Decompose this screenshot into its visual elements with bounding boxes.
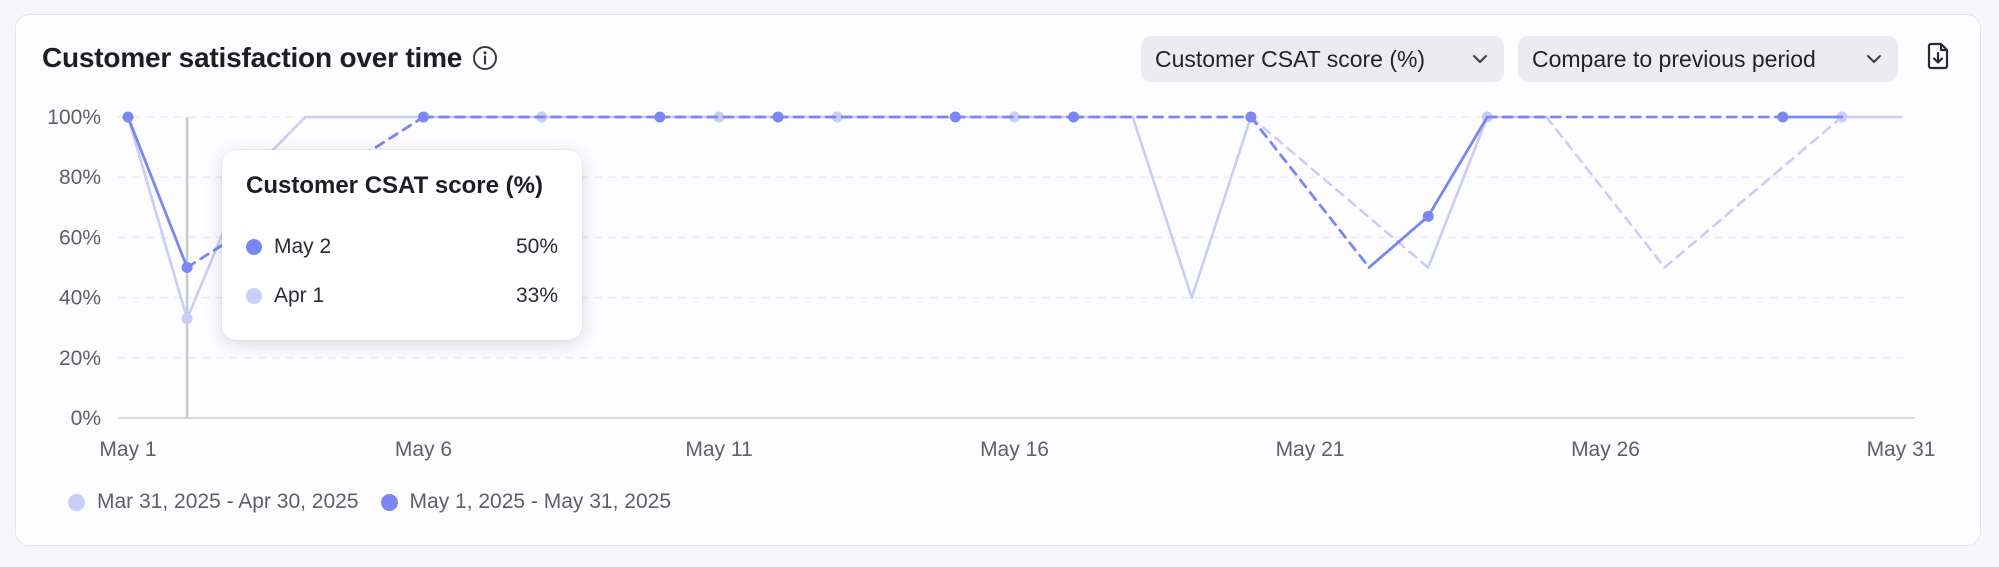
previous-series-segment xyxy=(1426,115,1489,269)
legend-item-previous[interactable]: Mar 31, 2025 - Apr 30, 2025 xyxy=(68,490,359,514)
tooltip-row-label: Apr 1 xyxy=(274,283,325,307)
x-tick-label: May 31 xyxy=(1867,438,1936,461)
current-series-point xyxy=(654,111,666,123)
chart-tooltip: Customer CSAT score (%) May 2 50% Apr 1 … xyxy=(222,150,582,340)
download-button[interactable] xyxy=(1918,38,1958,78)
legend-dot-current xyxy=(380,493,398,511)
tooltip-row-previous: Apr 1 33% xyxy=(246,271,558,320)
current-series-point xyxy=(122,111,134,123)
tooltip-row-label: May 2 xyxy=(274,234,332,258)
current-series-point xyxy=(772,111,784,123)
previous-series-point xyxy=(1009,111,1020,123)
previous-series-dot xyxy=(246,287,262,304)
current-series-segment xyxy=(1249,115,1371,269)
title-row: Customer satisfaction over time xyxy=(42,42,498,74)
file-download-icon xyxy=(1924,41,1952,76)
x-tick-label: May 1 xyxy=(99,438,156,461)
y-tick-label: 80% xyxy=(59,166,101,189)
current-series-point xyxy=(418,111,429,123)
previous-series-segment xyxy=(126,115,189,320)
x-tick-label: May 11 xyxy=(685,438,752,461)
chart-legend: Mar 31, 2025 - Apr 30, 2025 May 1, 2025 … xyxy=(68,490,693,514)
previous-series-segment xyxy=(1663,115,1844,269)
current-series-point xyxy=(1068,111,1080,123)
previous-series-point xyxy=(713,111,725,123)
tooltip-row-value: 50% xyxy=(515,234,558,258)
previous-series-point xyxy=(181,313,193,325)
chart-title: Customer satisfaction over time xyxy=(42,42,463,73)
current-series-dot xyxy=(246,238,262,255)
current-series-point xyxy=(1422,210,1434,222)
tooltip-title: Customer CSAT score (%) xyxy=(246,172,543,199)
legend-label-previous: Mar 31, 2025 - Apr 30, 2025 xyxy=(97,490,359,513)
current-series-segment xyxy=(1367,214,1430,269)
tooltip-row-value: 33% xyxy=(515,283,558,307)
y-tick-label: 20% xyxy=(59,347,101,370)
metric-select[interactable]: Customer CSAT score (%) xyxy=(1141,36,1504,82)
current-series-segment xyxy=(1426,115,1489,218)
legend-label-current: May 1, 2025 - May 31, 2025 xyxy=(409,490,672,513)
current-series-point xyxy=(949,111,961,123)
info-icon[interactable] xyxy=(472,45,498,71)
chevron-down-icon xyxy=(1864,49,1884,69)
previous-series-segment xyxy=(1190,115,1253,299)
x-tick-label: May 6 xyxy=(395,438,452,461)
current-series-point xyxy=(1245,111,1257,123)
previous-series-point xyxy=(831,111,843,123)
previous-series-segment xyxy=(1249,115,1430,269)
current-series-point xyxy=(181,262,193,273)
previous-series-segment xyxy=(1131,115,1194,299)
previous-series-segment xyxy=(1545,115,1666,269)
y-tick-label: 60% xyxy=(59,226,101,249)
metric-select-value: Customer CSAT score (%) xyxy=(1155,45,1426,72)
compare-select-value: Compare to previous period xyxy=(1532,45,1816,72)
x-tick-label: May 26 xyxy=(1571,438,1640,461)
y-tick-label: 0% xyxy=(71,407,101,430)
y-tick-label: 100% xyxy=(47,106,101,129)
compare-select[interactable]: Compare to previous period xyxy=(1518,36,1898,82)
legend-dot-previous xyxy=(68,493,85,511)
y-tick-label: 40% xyxy=(59,287,101,310)
current-series-point xyxy=(1777,111,1789,123)
chevron-down-icon xyxy=(1470,49,1490,69)
current-series-segment xyxy=(126,115,189,269)
x-tick-label: May 16 xyxy=(980,438,1049,461)
x-tick-label: May 21 xyxy=(1276,438,1345,461)
tooltip-row-current: May 2 50% xyxy=(246,222,558,271)
legend-item-current[interactable]: May 1, 2025 - May 31, 2025 xyxy=(380,490,672,514)
